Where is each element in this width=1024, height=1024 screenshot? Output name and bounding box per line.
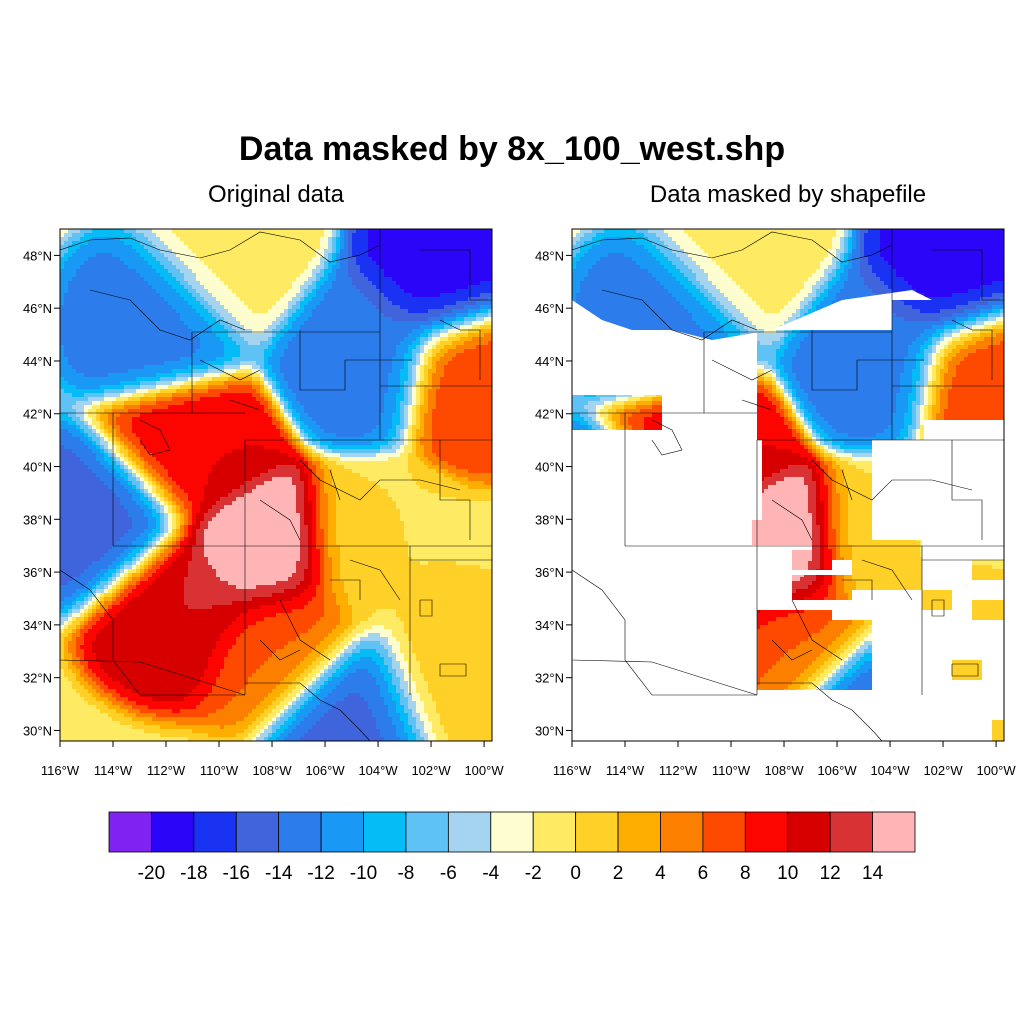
panel-title-original: Original data	[207, 181, 345, 208]
main-title: Data masked by 8x_100_west.shp	[238, 130, 786, 168]
panel-title-masked: Data masked by shapefile	[649, 181, 927, 208]
